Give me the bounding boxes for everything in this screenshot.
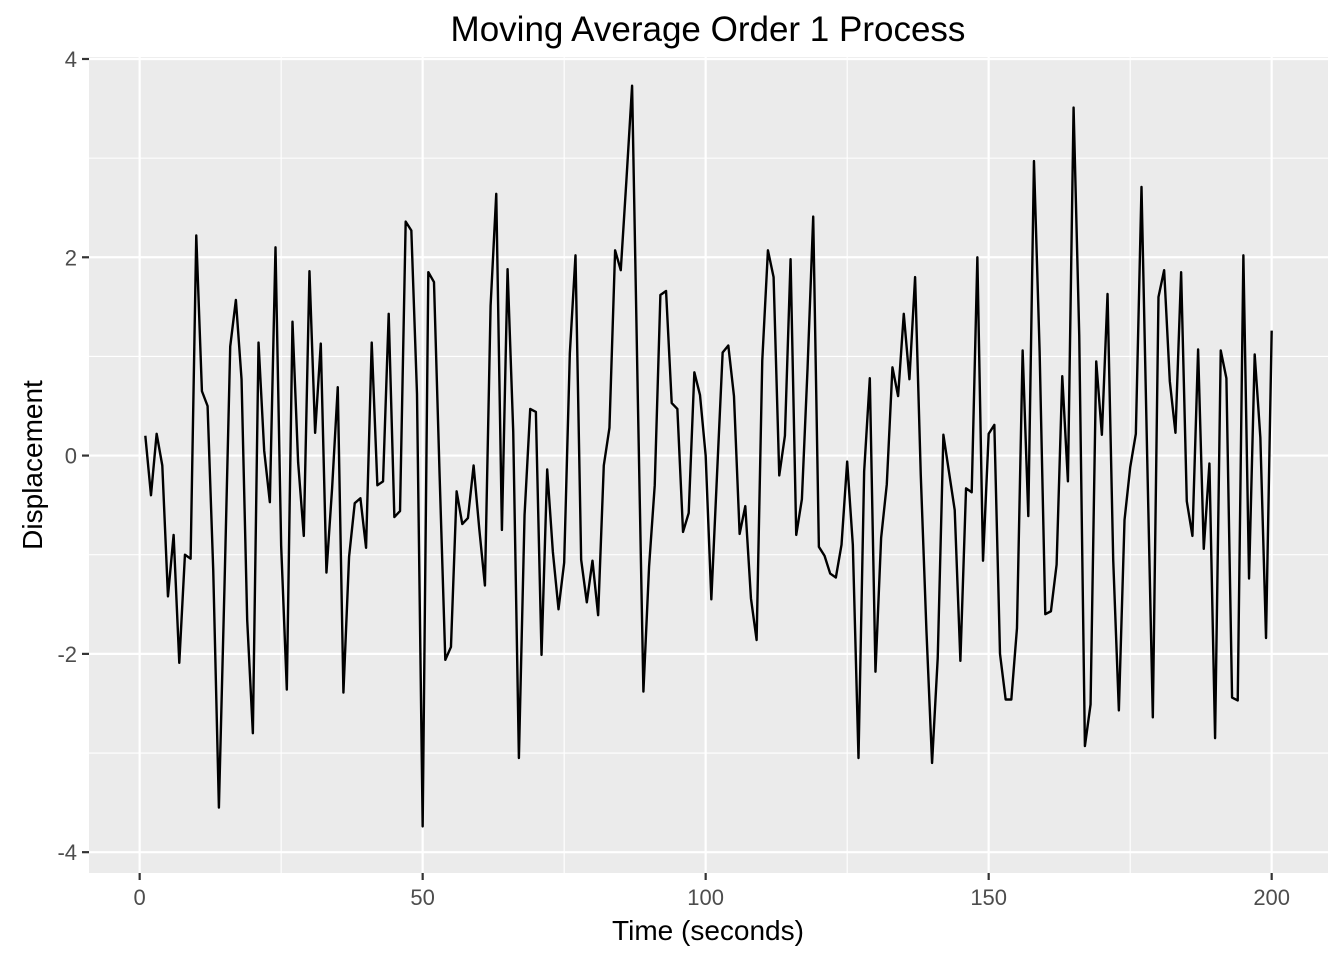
series-line (144, 84, 1273, 828)
plot-panel (89, 57, 1328, 873)
x-tick-label: 200 (1253, 885, 1290, 910)
y-axis: -4 -2 0 2 4 (57, 47, 89, 865)
y-tick-label: 2 (65, 245, 77, 270)
x-tick-label: 0 (134, 885, 146, 910)
y-tick-label: -4 (57, 840, 77, 865)
y-tick-label: 0 (65, 444, 77, 469)
x-axis: 0 50 100 150 200 (134, 873, 1290, 910)
y-tick-label: 4 (65, 47, 77, 72)
y-axis-title: Displacement (17, 380, 48, 550)
x-tick-label: 100 (687, 885, 724, 910)
x-axis-title: Time (seconds) (612, 915, 804, 946)
chart-title: Moving Average Order 1 Process (451, 10, 966, 49)
x-tick-label: 150 (970, 885, 1007, 910)
x-tick-label: 50 (410, 885, 434, 910)
y-tick-label: -2 (57, 642, 77, 667)
